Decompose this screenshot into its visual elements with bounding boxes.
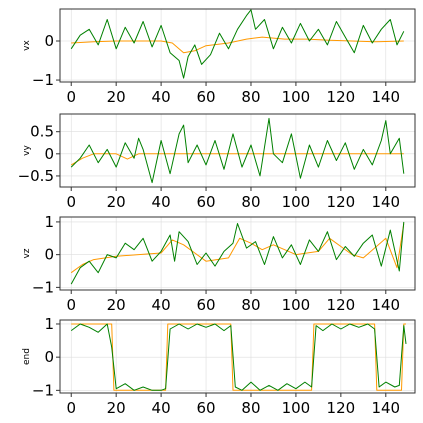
x-tick-label: 40: [152, 296, 171, 314]
y-tick-label: −1: [32, 71, 54, 89]
x-tick-label: 20: [107, 88, 126, 106]
x-tick-label: 140: [371, 296, 400, 314]
y-tick-label: 1: [44, 315, 54, 333]
y-tick-label: −1: [32, 381, 54, 399]
y-tick-label: 0: [44, 145, 54, 163]
y-tick-label: 0: [44, 32, 54, 50]
x-tick-label: 40: [152, 193, 171, 211]
x-tick-label: 120: [327, 88, 356, 106]
x-tick-label: 80: [241, 88, 260, 106]
axes-frame: [59, 319, 416, 394]
subplot-vy: 0 20 40 60 80 100 120 140 −0.5 0 0.5 vy: [18, 113, 416, 211]
subplot-end: 0 20 40 60 80 100 120 140 −1 0 1 end: [22, 315, 416, 417]
x-tick-label: 100: [282, 88, 311, 106]
x-tick-label: 140: [371, 399, 400, 417]
target-line-vy: [70, 153, 404, 166]
y-axis-label: end: [22, 348, 32, 365]
x-tick-label: 20: [107, 296, 126, 314]
y-tick-label: 0: [44, 348, 54, 366]
x-tick-label: 80: [241, 296, 260, 314]
x-tick-label: 60: [196, 399, 215, 417]
x-tick-label: 0: [66, 193, 76, 211]
x-tick-label: 100: [282, 296, 311, 314]
x-tick-label: 80: [241, 399, 260, 417]
y-tick-label: 1: [44, 213, 54, 231]
y-tick-label: 0: [44, 246, 54, 264]
x-tick-label: 100: [282, 399, 311, 417]
x-tick-label: 40: [152, 399, 171, 417]
prediction-line-vy: [70, 117, 405, 184]
x-tick-label: 20: [107, 193, 126, 211]
y-tick-label: −1: [32, 278, 54, 296]
target-line-end: [71, 323, 406, 391]
prediction-line-vz: [70, 221, 405, 285]
x-tick-label: 20: [107, 399, 126, 417]
prediction-line-end: [70, 323, 407, 391]
x-tick-label: 120: [327, 193, 356, 211]
x-tick-label: 0: [66, 88, 76, 106]
axes-frame: [59, 216, 416, 291]
target-line-vz: [70, 223, 405, 274]
y-axis-label: vy: [22, 145, 32, 156]
x-tick-label: 60: [196, 193, 215, 211]
x-tick-label: 80: [241, 193, 260, 211]
target-line-vx: [71, 36, 404, 54]
axes-frame: [59, 8, 416, 83]
x-tick-label: 140: [371, 193, 400, 211]
y-tick-label: 0.5: [30, 123, 54, 141]
x-tick-label: 0: [66, 399, 76, 417]
x-tick-label: 40: [152, 88, 171, 106]
x-tick-label: 120: [327, 296, 356, 314]
subplot-vx: 0 20 40 60 80 100 120 140 −1 0 vx: [22, 8, 416, 106]
x-tick-label: 120: [327, 399, 356, 417]
x-tick-label: 0: [66, 296, 76, 314]
x-tick-label: 100: [282, 193, 311, 211]
prediction-line-vx: [70, 9, 405, 79]
y-axis-label: vz: [22, 248, 32, 258]
y-tick-label: −0.5: [18, 167, 54, 185]
x-tick-label: 140: [371, 88, 400, 106]
subplot-vz: 0 20 40 60 80 100 120 140 −1 0 1 vz: [22, 213, 416, 314]
x-tick-label: 60: [196, 88, 215, 106]
y-axis-label: vx: [22, 40, 32, 51]
x-tick-label: 60: [196, 296, 215, 314]
axes-frame: [59, 113, 416, 188]
